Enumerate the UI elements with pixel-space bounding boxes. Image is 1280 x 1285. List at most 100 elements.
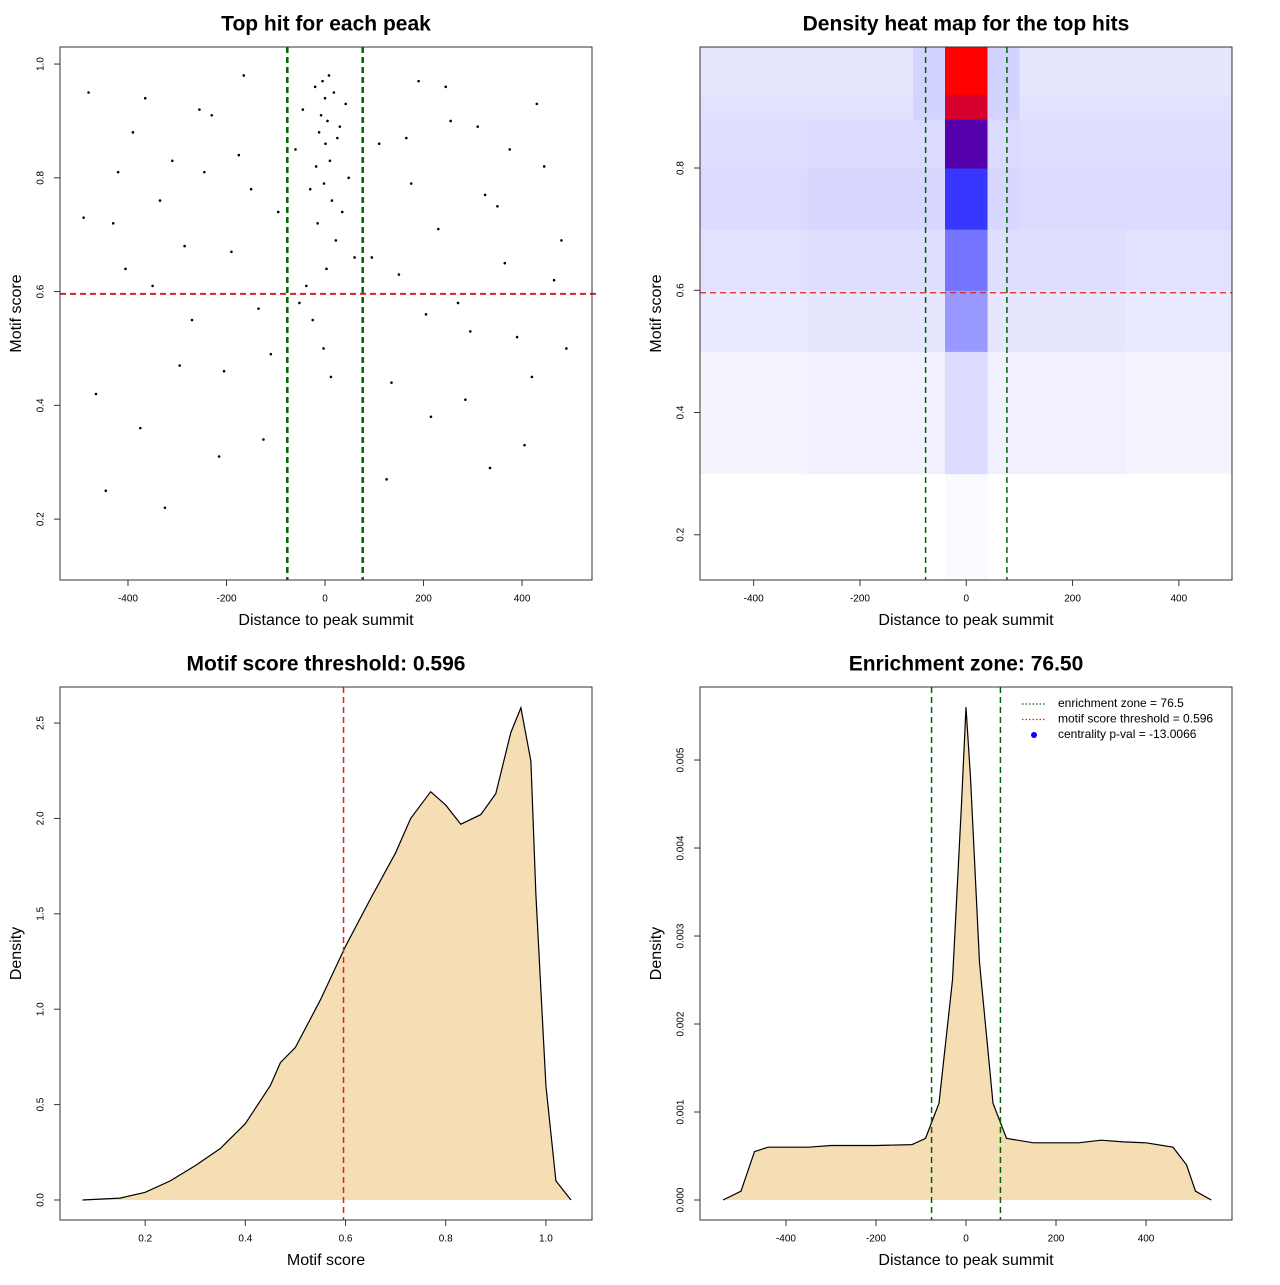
heat-cell [1125, 168, 1233, 230]
point [340, 210, 344, 214]
y-tick-label: 0.4 [36, 398, 47, 412]
legend-label: enrichment zone = 76.5 [1058, 696, 1184, 710]
heat-cell [806, 351, 914, 475]
density-area [82, 705, 572, 1201]
point [301, 108, 305, 111]
point [131, 131, 135, 134]
y-tick-label: 0.0 [36, 1193, 47, 1207]
point [269, 352, 273, 356]
point [124, 267, 127, 271]
point [327, 74, 331, 77]
x-tick-label: 0 [963, 594, 969, 605]
point [183, 244, 186, 248]
heat-cell [1019, 94, 1127, 120]
point [523, 443, 526, 447]
point [190, 318, 194, 322]
point [319, 113, 323, 117]
y-tick-label: 0.6 [36, 284, 47, 298]
heat-cell [1019, 47, 1127, 96]
x-tick-label: 0 [963, 1234, 969, 1245]
x-tick-label: -400 [118, 594, 138, 605]
point [203, 170, 206, 174]
point [325, 267, 328, 271]
x-tick-label: 0.6 [339, 1234, 353, 1245]
y-tick-label: 0.002 [676, 1011, 687, 1036]
point [503, 261, 507, 265]
y-tick-label: 1.0 [36, 1002, 47, 1016]
x-tick-label: 1.0 [539, 1234, 553, 1245]
chart-title: Top hit for each peak [221, 13, 431, 36]
heat-cell [987, 229, 1020, 291]
x-axis-label: Distance to peak summit [878, 612, 1054, 629]
heat-cell [913, 473, 946, 581]
heat-cell [806, 94, 914, 120]
point [304, 284, 308, 288]
point [311, 318, 315, 322]
point [82, 216, 85, 219]
y-axis-label: Motif score [648, 274, 665, 352]
heat-cell [945, 473, 989, 581]
point [377, 142, 381, 146]
point [535, 102, 539, 106]
x-tick-label: 200 [415, 594, 432, 605]
heat-cell [987, 94, 1020, 120]
heat-cell [987, 168, 1020, 230]
heat-cell [806, 290, 914, 352]
point [483, 193, 487, 197]
point [313, 85, 317, 89]
point [336, 136, 339, 140]
point [496, 204, 499, 208]
point [87, 91, 90, 94]
point [344, 102, 348, 106]
point [111, 222, 115, 225]
panel: Enrichment zone: 76.50 Distance to peak s… [648, 653, 1233, 1269]
point [530, 375, 534, 379]
point [404, 136, 408, 140]
point [508, 148, 512, 151]
x-tick-label: -200 [866, 1234, 886, 1245]
x-tick-label: 200 [1064, 594, 1081, 605]
heat-cell [913, 290, 946, 352]
heat-cell [1125, 351, 1233, 475]
point [437, 227, 440, 231]
plot-area [700, 47, 1233, 581]
y-tick-label: 0.003 [676, 923, 687, 948]
x-tick-label: 0.2 [138, 1234, 152, 1245]
point [334, 239, 338, 242]
point [237, 153, 241, 157]
heat-cell [913, 119, 946, 169]
heat-cell [700, 119, 808, 169]
heat-cell [1125, 229, 1233, 291]
x-tick-label: 0 [322, 594, 328, 605]
legend-symbol [1031, 732, 1037, 738]
point [171, 159, 174, 163]
chart-title: Enrichment zone: 76.50 [849, 653, 1084, 676]
point [322, 182, 326, 185]
heat-cell [945, 168, 989, 230]
point [322, 347, 325, 350]
heat-cell [945, 290, 989, 352]
heat-cell [700, 473, 808, 581]
point [385, 478, 388, 481]
plot-frame [59, 686, 593, 1221]
point [308, 187, 312, 191]
heat-cell [700, 47, 808, 96]
point [210, 113, 214, 117]
point [353, 256, 356, 259]
point [370, 256, 374, 259]
plot-area [722, 707, 1212, 1201]
heat-cell [1019, 229, 1127, 291]
heat-cell [913, 94, 946, 120]
heat-cell [1019, 351, 1127, 475]
point [347, 176, 350, 180]
point [298, 301, 301, 305]
point [338, 125, 342, 128]
panel: Density heat map for the top hits Distanc… [648, 13, 1233, 629]
point [178, 364, 181, 367]
heat-cell [700, 351, 808, 475]
heat-cell [987, 47, 1020, 96]
heat-cell [913, 229, 946, 291]
heat-cell [1125, 290, 1233, 352]
